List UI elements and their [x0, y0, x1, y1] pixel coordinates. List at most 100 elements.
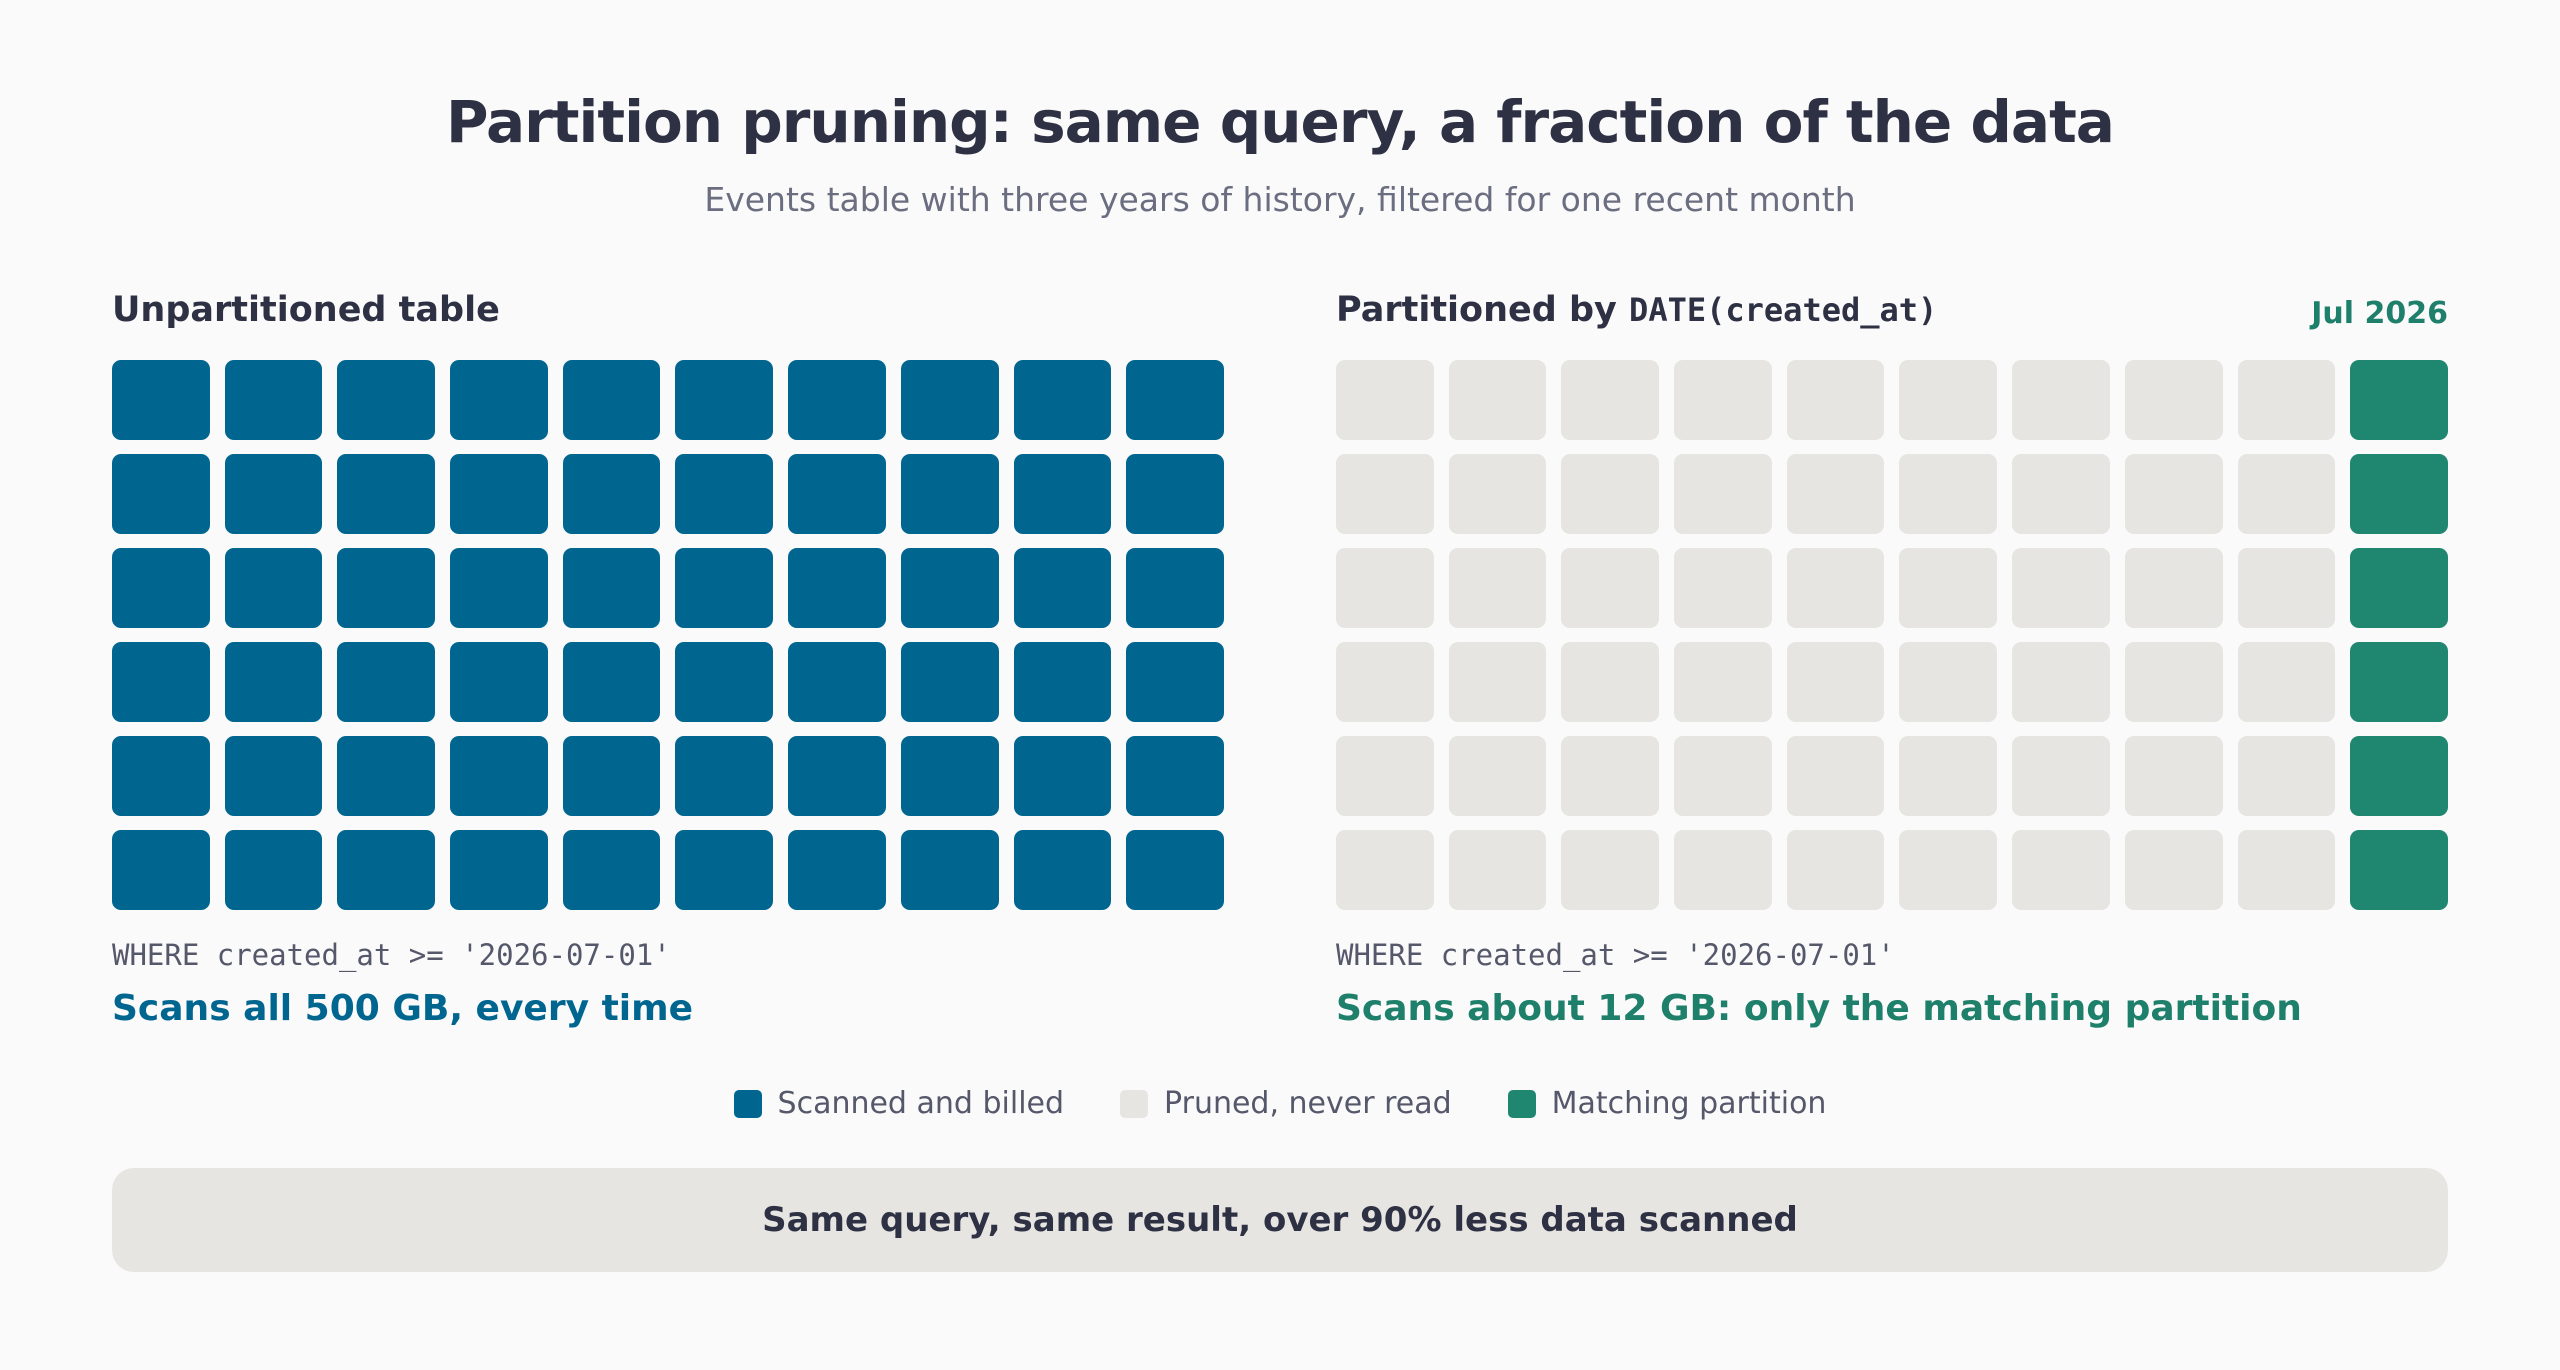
partition-block-pruned: [1448, 830, 1547, 910]
legend-item-matching: Matching partition: [1507, 1086, 1827, 1121]
data-block-scanned: [1013, 360, 1112, 440]
data-block-scanned: [788, 548, 886, 628]
data-block-scanned: [562, 454, 661, 534]
data-block-scanned: [337, 360, 436, 440]
partition-block-pruned: [1561, 642, 1660, 722]
partition-block-pruned: [2012, 736, 2110, 816]
partition-block-pruned: [2124, 360, 2223, 440]
partition-block-pruned: [1786, 642, 1885, 722]
partitioned-result: Scans about 12 GB: only the matching par…: [1336, 988, 2302, 1029]
partition-block-matching: [2350, 360, 2448, 440]
partition-block-pruned: [1561, 736, 1660, 816]
partition-block-pruned: [2237, 736, 2336, 816]
data-block-scanned: [1126, 548, 1224, 628]
partition-block-matching: [2350, 830, 2448, 910]
legend-label: Pruned, never read: [1164, 1086, 1452, 1121]
partition-block-pruned: [2237, 830, 2336, 910]
data-block-scanned: [450, 642, 548, 722]
matching-month-label: Jul 2026: [2311, 296, 2448, 331]
partition-block-pruned: [2237, 642, 2336, 722]
partition-block-pruned: [1786, 830, 1885, 910]
data-block-scanned: [224, 830, 323, 910]
partitioned-title-code: DATE(created_at): [1629, 291, 1938, 329]
data-block-scanned: [450, 548, 548, 628]
data-block-scanned: [450, 360, 548, 440]
partition-block-pruned: [1674, 548, 1772, 628]
data-block-scanned: [450, 454, 548, 534]
data-block-scanned: [112, 454, 210, 534]
data-block-scanned: [562, 736, 661, 816]
partition-block-pruned: [1448, 548, 1547, 628]
partition-block-pruned: [1899, 736, 1998, 816]
data-block-scanned: [224, 454, 323, 534]
data-block-scanned: [337, 736, 436, 816]
partition-block-pruned: [1899, 360, 1998, 440]
partitioned-title-prefix: Partitioned by: [1336, 290, 1630, 330]
data-block-scanned: [112, 736, 210, 816]
data-block-scanned: [900, 454, 999, 534]
partition-block-pruned: [1674, 642, 1772, 722]
partition-block-pruned: [1899, 548, 1998, 628]
partition-block-pruned: [2124, 642, 2223, 722]
partition-block-pruned: [1899, 642, 1998, 722]
legend-swatch-matching: [1507, 1089, 1536, 1118]
legend-item-scanned: Scanned and billed: [733, 1086, 1064, 1121]
data-block-scanned: [900, 830, 999, 910]
partition-block-pruned: [2237, 360, 2336, 440]
partition-block-pruned: [2012, 830, 2110, 910]
data-block-scanned: [675, 830, 774, 910]
partition-block-pruned: [2012, 454, 2110, 534]
partition-block-pruned: [2012, 642, 2110, 722]
data-block-scanned: [675, 642, 774, 722]
legend-label: Matching partition: [1551, 1086, 1827, 1121]
data-block-scanned: [788, 360, 886, 440]
legend-swatch-pruned: [1120, 1089, 1149, 1118]
data-block-scanned: [788, 736, 886, 816]
summary-callout: Same query, same result, over 90% less d…: [112, 1168, 2448, 1272]
data-block-scanned: [337, 830, 436, 910]
data-block-scanned: [1013, 454, 1112, 534]
partition-block-matching: [2350, 642, 2448, 722]
partitioned-panel: Partitioned by DATE(created_at) Jul 2026…: [1336, 290, 2448, 1029]
data-block-scanned: [1013, 642, 1112, 722]
partition-block-pruned: [1336, 642, 1434, 722]
data-block-scanned: [337, 548, 436, 628]
partition-block-pruned: [2124, 454, 2223, 534]
legend-swatch-scanned: [733, 1089, 762, 1118]
partition-block-pruned: [1448, 736, 1547, 816]
unpartitioned-grid: [112, 360, 1224, 910]
unpartitioned-result: Scans all 500 GB, every time: [112, 988, 694, 1029]
data-block-scanned: [112, 360, 210, 440]
data-block-scanned: [112, 830, 210, 910]
partition-block-pruned: [1674, 830, 1772, 910]
data-block-scanned: [675, 360, 774, 440]
partition-block-pruned: [2012, 548, 2110, 628]
data-block-scanned: [224, 548, 323, 628]
partition-block-pruned: [1786, 360, 1885, 440]
data-block-scanned: [562, 830, 661, 910]
data-block-scanned: [562, 360, 661, 440]
partitioned-sql: WHERE created_at >= '2026-07-01': [1336, 938, 1895, 972]
data-block-scanned: [1126, 830, 1224, 910]
partition-block-pruned: [1786, 454, 1885, 534]
data-block-scanned: [1126, 736, 1224, 816]
partition-block-pruned: [1561, 830, 1660, 910]
panel-header: Unpartitioned table: [112, 290, 1224, 340]
legend-item-pruned: Pruned, never read: [1120, 1086, 1452, 1121]
page-title: Partition pruning: same query, a fractio…: [446, 88, 2115, 156]
partition-block-pruned: [1561, 548, 1660, 628]
legend: Scanned and billed Pruned, never read Ma…: [0, 1086, 2560, 1121]
partition-block-pruned: [2124, 830, 2223, 910]
data-block-scanned: [900, 736, 999, 816]
partitioned-title: Partitioned by DATE(created_at): [1336, 290, 2448, 330]
partition-block-pruned: [1336, 736, 1434, 816]
unpartitioned-title: Unpartitioned table: [112, 290, 500, 330]
data-block-scanned: [675, 736, 774, 816]
partition-block-pruned: [1561, 454, 1660, 534]
partition-block-pruned: [1448, 360, 1547, 440]
partition-block-pruned: [1674, 454, 1772, 534]
partition-block-pruned: [1336, 548, 1434, 628]
partition-block-pruned: [1786, 548, 1885, 628]
data-block-scanned: [1126, 454, 1224, 534]
data-block-scanned: [1126, 642, 1224, 722]
